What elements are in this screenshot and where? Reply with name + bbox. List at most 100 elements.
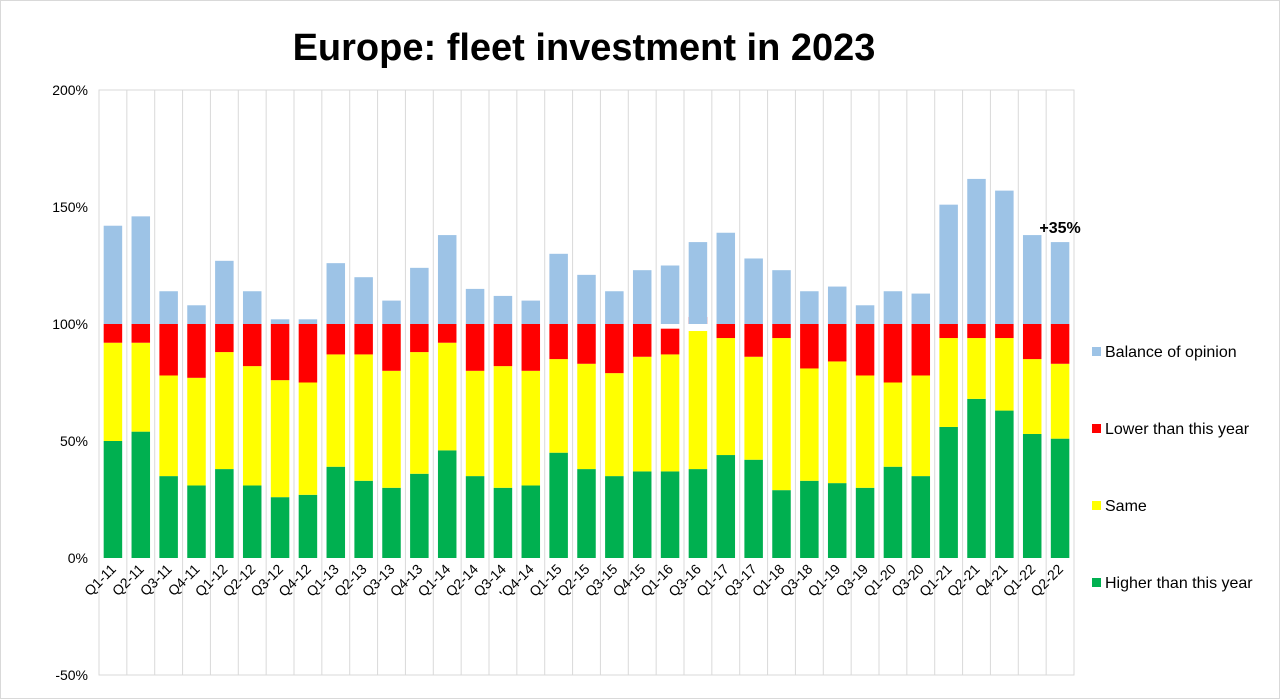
bar-segment-lower-than-this-year — [911, 324, 931, 376]
bar-segment-lower-than-this-year — [103, 324, 123, 343]
bar-segment-balance — [298, 319, 318, 324]
bar-segment-lower-than-this-year — [827, 324, 847, 362]
bar-segment-higher-than-this-year — [911, 476, 931, 558]
bar-segment-same — [688, 331, 708, 470]
bar-segment-lower-than-this-year — [326, 324, 346, 355]
bar-segment-same — [521, 370, 541, 486]
bar-segment-lower-than-this-year — [410, 324, 429, 353]
bar-segment-same — [326, 354, 346, 467]
bar-segment-same — [632, 356, 652, 472]
bar-segment-same — [577, 363, 596, 470]
bar-segment-higher-than-this-year — [577, 469, 596, 558]
bar-segment-same — [549, 359, 568, 453]
bar-segment-balance — [521, 300, 541, 324]
bar-segment-higher-than-this-year — [883, 466, 903, 558]
bar-segment-higher-than-this-year — [855, 487, 875, 558]
bar-segment-higher-than-this-year — [744, 459, 763, 558]
bar-segment-balance — [605, 291, 624, 324]
bar-segment-same — [1050, 363, 1070, 439]
bar-segment-same — [465, 370, 485, 477]
bar-segment-balance — [465, 288, 485, 324]
bar-segment-lower-than-this-year — [493, 324, 513, 367]
plot-border — [98, 89, 1075, 676]
bar-segment-lower-than-this-year — [660, 328, 680, 355]
bar-segment-lower-than-this-year — [995, 324, 1014, 339]
bar-segment-balance — [549, 253, 568, 324]
bar-segment-higher-than-this-year — [716, 455, 736, 558]
bar-segment-lower-than-this-year — [437, 324, 457, 343]
bar-segment-same — [187, 377, 206, 486]
bar-segment-same — [382, 370, 401, 488]
bar-segment-lower-than-this-year — [354, 324, 373, 355]
bar-segment-balance — [883, 291, 903, 324]
y-tick-label: 150% — [52, 199, 88, 215]
y-tick-label: -50% — [55, 667, 88, 683]
bar-segment-balance — [855, 305, 875, 324]
bar-segment-higher-than-this-year — [939, 426, 958, 558]
bar-segment-higher-than-this-year — [688, 469, 708, 558]
bar-segment-higher-than-this-year — [159, 476, 178, 558]
bar-segment-higher-than-this-year — [382, 487, 401, 558]
bar-segment-lower-than-this-year — [967, 324, 986, 339]
y-tick-label: 50% — [60, 433, 88, 449]
bar-segment-lower-than-this-year — [1050, 324, 1070, 364]
y-tick-label: 100% — [52, 316, 88, 332]
bar-segment-higher-than-this-year — [660, 471, 680, 558]
bar-segment-higher-than-this-year — [772, 490, 791, 558]
bar-segment-balance — [577, 274, 596, 324]
bar-segment-lower-than-this-year — [549, 324, 568, 360]
bar-segment-lower-than-this-year — [131, 324, 151, 343]
bar-segment-same — [103, 342, 123, 441]
bar-segment-balance — [939, 204, 958, 324]
bar-segment-balance — [354, 277, 373, 324]
legend-label: Higher than this year — [1105, 575, 1253, 592]
bar-layer — [103, 178, 1070, 558]
bar-segment-same — [939, 338, 958, 427]
bar-segment-higher-than-this-year — [493, 487, 513, 558]
bar-segment-same — [744, 356, 763, 460]
bar-segment-lower-than-this-year — [577, 324, 596, 364]
bar-segment-higher-than-this-year — [1050, 438, 1070, 558]
bar-segment-same — [131, 342, 151, 432]
bar-segment-balance — [632, 270, 652, 324]
bar-segment-lower-than-this-year — [800, 324, 819, 369]
bar-segment-same — [855, 375, 875, 488]
bar-segment-same — [772, 338, 791, 491]
bar-segment-balance — [215, 260, 234, 324]
bar-segment-same — [967, 338, 986, 399]
legend-swatch — [1092, 501, 1101, 510]
bar-segment-higher-than-this-year — [827, 483, 847, 558]
bar-segment-higher-than-this-year — [437, 450, 457, 558]
bar-segment-balance — [437, 235, 457, 324]
bar-segment-balance — [326, 263, 346, 324]
bar-segment-lower-than-this-year — [159, 324, 178, 376]
bar-segment-same — [995, 338, 1014, 411]
bar-segment-same — [911, 375, 931, 477]
bar-segment-same — [800, 368, 819, 481]
bar-segment-lower-than-this-year — [521, 324, 541, 371]
bar-segment-higher-than-this-year — [298, 494, 318, 558]
bar-segment-balance — [103, 225, 123, 324]
y-tick-label: 200% — [52, 82, 88, 98]
bar-segment-lower-than-this-year — [242, 324, 262, 367]
bar-segment-lower-than-this-year — [465, 324, 485, 371]
bar-segment-lower-than-this-year — [382, 324, 401, 371]
bar-segment-same — [270, 380, 290, 498]
bar-segment-same — [437, 342, 457, 451]
bar-segment-lower-than-this-year — [632, 324, 652, 357]
bar-segment-same — [215, 352, 234, 470]
bar-segment-balance — [967, 178, 986, 324]
bar-segment-balance — [159, 291, 178, 324]
bar-segment-balance — [270, 319, 290, 324]
grid-layer — [98, 89, 1075, 676]
annotation-label: +35% — [1039, 220, 1080, 237]
legend-label: Balance of opinion — [1105, 344, 1237, 361]
bar-segment-higher-than-this-year — [215, 469, 234, 558]
legend-swatch — [1092, 347, 1101, 356]
bar-segment-balance — [493, 295, 513, 324]
bar-segment-balance — [827, 286, 847, 324]
bar-segment-same — [1022, 359, 1042, 434]
bar-segment-same — [242, 366, 262, 486]
bar-segment-higher-than-this-year — [354, 480, 373, 558]
